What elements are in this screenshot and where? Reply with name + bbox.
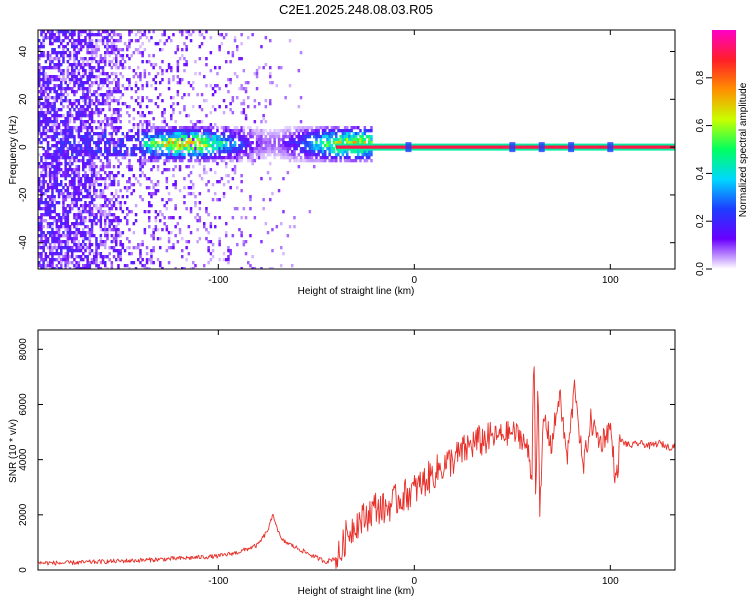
y-tick-label: 4000 bbox=[18, 448, 29, 471]
y-tick-label: 0 bbox=[18, 144, 29, 150]
snr-frame bbox=[37, 329, 676, 571]
colorbar: 0.0 0.2 0.4 0.6 0.8 Normalized spectral ampl… bbox=[695, 30, 749, 276]
carrier-spike bbox=[538, 142, 545, 153]
spectrogram-x-label: Height of straight line (km) bbox=[298, 286, 415, 297]
colorbar-tick-label: 0.2 bbox=[695, 214, 706, 228]
carrier-spike bbox=[405, 142, 412, 153]
colorbar-ticks: 0.0 0.2 0.4 0.6 0.8 bbox=[695, 70, 712, 276]
spectrogram-y-axis: -40 -20 0 20 40 bbox=[18, 46, 675, 250]
figure-title: C2E1.2025.248.08.03.R05 bbox=[279, 2, 433, 17]
y-tick-label: 0 bbox=[18, 567, 29, 573]
colorbar-gradient bbox=[712, 30, 736, 269]
x-tick-label: 0 bbox=[412, 576, 418, 587]
carrier-line bbox=[335, 145, 675, 149]
colorbar-tick-label: 0.4 bbox=[695, 166, 706, 180]
spectrogram-cells bbox=[38, 30, 675, 269]
colorbar-label: Normalized spectral amplitude bbox=[738, 82, 749, 217]
y-tick-label: -40 bbox=[18, 235, 29, 250]
spectrogram-frame bbox=[37, 29, 676, 270]
snr-x-label: Height of straight line (km) bbox=[298, 586, 415, 597]
x-tick-label: 0 bbox=[412, 275, 418, 286]
carrier-spike bbox=[607, 142, 614, 153]
spectrogram-panel: -100 0 100 -40 -20 0 20 40 Height of straight … bbox=[8, 29, 676, 297]
y-tick-label: -20 bbox=[18, 187, 29, 202]
carrier-spike bbox=[568, 142, 575, 153]
x-tick-label: -100 bbox=[208, 576, 228, 587]
snr-y-label: SNR (10 * v/v) bbox=[8, 419, 19, 483]
spectrogram-x-axis: -100 0 100 bbox=[208, 30, 619, 286]
colorbar-tick-label: 0.0 bbox=[695, 262, 706, 276]
x-tick-label: -100 bbox=[208, 275, 228, 286]
colorbar-tick-label: 0.6 bbox=[695, 118, 706, 132]
snr-x-axis: -100 0 100 bbox=[208, 330, 619, 587]
spectrogram-y-label: Frequency (Hz) bbox=[8, 116, 19, 185]
y-tick-label: 8000 bbox=[18, 338, 29, 361]
y-tick-label: 6000 bbox=[18, 393, 29, 416]
snr-series-line bbox=[38, 366, 675, 569]
y-tick-label: 20 bbox=[18, 93, 29, 105]
snr-y-axis: 0 2000 4000 6000 8000 bbox=[18, 338, 675, 573]
x-tick-label: 100 bbox=[602, 275, 619, 286]
y-tick-label: 2000 bbox=[18, 503, 29, 526]
y-tick-label: 40 bbox=[18, 46, 29, 58]
colorbar-tick-label: 0.8 bbox=[695, 70, 706, 84]
x-tick-label: 100 bbox=[602, 576, 619, 587]
carrier-spike bbox=[509, 142, 516, 153]
